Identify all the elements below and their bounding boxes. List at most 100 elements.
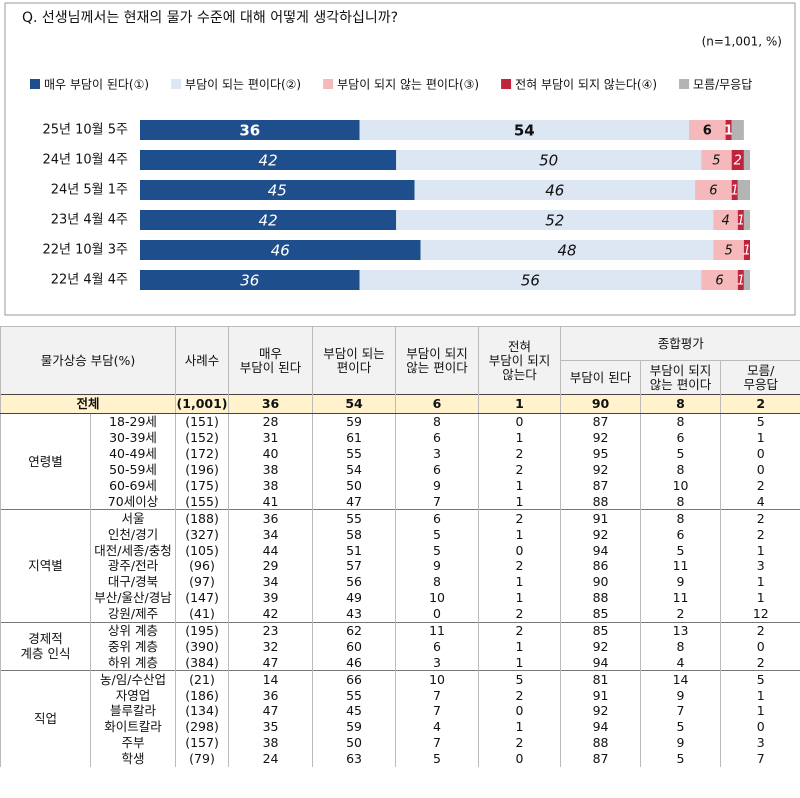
- table-cell: 36: [228, 509, 313, 527]
- data-label: 2: [734, 154, 742, 169]
- table-cell: 6: [395, 461, 479, 478]
- bar-segment: [414, 180, 696, 200]
- data-label: 1: [743, 244, 751, 259]
- legend-swatch: [171, 79, 182, 89]
- table-cell: 12: [720, 605, 800, 623]
- table-cell: 7: [395, 734, 479, 751]
- table-cell: 주부: [89, 734, 176, 751]
- table-row: 40-49세 (172) 40 55 3 2 95 5 0: [1, 445, 800, 462]
- table-cell: 34: [228, 573, 313, 590]
- table-cell: 31: [228, 429, 313, 446]
- table-cell: 1: [478, 477, 561, 494]
- table-cell: (175): [175, 477, 229, 494]
- table-cell: 85: [560, 621, 641, 639]
- header-cell: 모름/ 무응답: [720, 360, 800, 395]
- table-cell: 1: [720, 429, 800, 446]
- table-row: 블루칼라 (134) 47 45 7 0 92 7 1: [1, 703, 800, 719]
- table-cell: (134): [175, 703, 229, 719]
- table-cell: 8: [395, 412, 479, 430]
- data-label: 45: [268, 182, 287, 200]
- table-cell: 88: [560, 589, 641, 606]
- table-row: 경제적 계층 인식 상위 계층 (195) 23 62 11 2 85 13 2: [0, 621, 800, 671]
- bar-segment: [140, 210, 397, 230]
- table-cell: 13: [640, 621, 721, 639]
- data-label: 36: [239, 122, 260, 140]
- table-cell: 7: [395, 493, 479, 510]
- table-cell: 70세이상: [89, 493, 176, 510]
- table-cell: 8: [640, 638, 721, 655]
- table-cell: 51: [312, 542, 396, 559]
- header-cell: 사례수: [175, 326, 229, 395]
- table-cell: 8: [640, 412, 721, 430]
- bar-segment: [701, 150, 732, 170]
- table-cell: (21): [175, 670, 229, 688]
- table-cell: 학생: [89, 750, 176, 767]
- table-cell: 63: [312, 750, 396, 767]
- table-cell: 50: [312, 477, 396, 494]
- table-row: 대구/경북 (97) 34 56 8 1 90 9 1: [1, 573, 800, 590]
- table-cell: 49: [312, 589, 396, 606]
- header-cell: 매우 부담이 된다: [228, 326, 313, 395]
- table-cell: 3: [720, 558, 800, 574]
- table-cell: 화이트칼라: [89, 718, 176, 735]
- table-cell: 9: [640, 734, 721, 751]
- table-cell: 중위 계층: [89, 638, 176, 655]
- bar-segment: [731, 120, 744, 140]
- table-cell: 39: [228, 589, 313, 606]
- table-cell: 3: [395, 654, 479, 671]
- bar-segment: [713, 240, 744, 260]
- table-cell: 1: [478, 718, 561, 735]
- table-cell: 38: [228, 461, 313, 478]
- table-cell: 66: [312, 670, 396, 688]
- table-cell: 8: [640, 493, 721, 510]
- table-cell: 5: [640, 718, 721, 735]
- table-cell: 47: [228, 654, 313, 671]
- table-cell: 35: [228, 718, 313, 735]
- table-cell: 1: [478, 394, 561, 414]
- table-cell: 1: [478, 429, 561, 446]
- data-label: 42: [259, 152, 278, 170]
- table-cell: 0: [395, 605, 479, 623]
- table-cell: 7: [395, 703, 479, 719]
- table-cell: 7: [720, 750, 800, 767]
- bar-segment: [731, 180, 738, 200]
- table-cell: 4: [720, 493, 800, 510]
- table-cell: 1: [478, 638, 561, 655]
- bar-segment: [396, 150, 702, 170]
- table-cell: 5: [640, 542, 721, 559]
- table-row: 대전/세종/충청 (105) 44 51 5 0 94 5 1: [1, 542, 800, 559]
- table-cell: 50-59세: [89, 461, 176, 478]
- table-cell: 8: [640, 509, 721, 527]
- table-cell: 1: [720, 542, 800, 559]
- table-cell: (97): [175, 573, 229, 590]
- table-cell: 하위 계층: [89, 654, 176, 671]
- group-label: 경제적 계층 인식: [0, 621, 91, 671]
- table-cell: 2: [478, 461, 561, 478]
- table-cell: 9: [395, 558, 479, 574]
- data-label: 5: [712, 154, 720, 169]
- table-cell: (41): [175, 605, 229, 623]
- table-cell: 92: [560, 429, 641, 446]
- table-cell: 강원/제주: [89, 605, 176, 623]
- table-cell: 18-29세: [89, 412, 176, 430]
- table-cell: 32: [228, 638, 313, 655]
- table-row: 하위 계층 (384) 47 46 3 1 94 4 2: [1, 654, 800, 671]
- bar-segment: [713, 210, 738, 230]
- table-cell: 10: [640, 477, 721, 494]
- data-label: 56: [521, 272, 540, 290]
- table-cell: 92: [560, 638, 641, 655]
- table-row: 중위 계층 (390) 32 60 6 1 92 8 0: [1, 638, 800, 655]
- table-cell: 23: [228, 621, 313, 639]
- table-cell: 블루칼라: [89, 703, 176, 719]
- table-cell: 44: [228, 542, 313, 559]
- table-row: 주부 (157) 38 50 7 2 88 9 3: [1, 734, 800, 751]
- chart-note: (n=1,001, %): [702, 35, 782, 49]
- table-cell: 55: [312, 509, 396, 527]
- table-cell: 94: [560, 654, 641, 671]
- table-cell: 54: [312, 461, 396, 478]
- data-label: 46: [271, 242, 290, 260]
- legend-label: 부담이 되는 편이다(②): [185, 78, 301, 92]
- data-label: 6: [715, 274, 723, 289]
- table-row: 학생 (79) 24 63 5 0 87 5 7: [1, 750, 800, 767]
